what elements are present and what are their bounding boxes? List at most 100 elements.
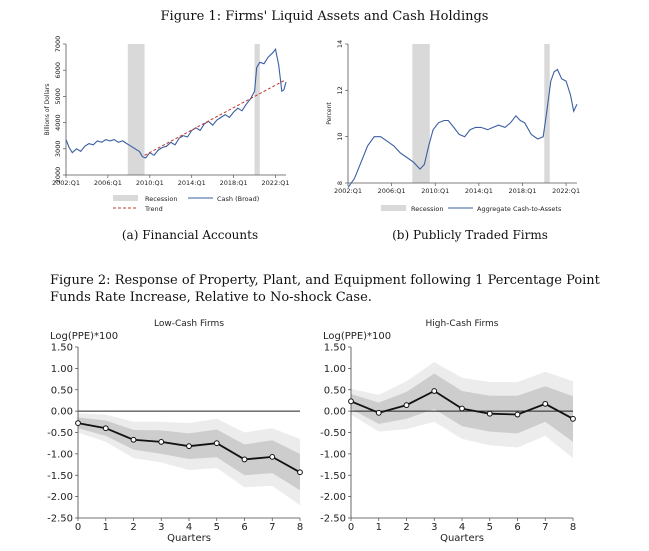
- y-axis-label: Log(PPE)*100: [50, 331, 118, 342]
- y-tick-label: 0.50: [51, 385, 73, 396]
- y-axis-label: Log(PPE)*100: [323, 331, 391, 342]
- legend-trend-label: Trend: [144, 205, 163, 213]
- response-point: [102, 425, 109, 432]
- y-tick-label: 10: [336, 133, 344, 141]
- response-point: [213, 440, 220, 447]
- response-point: [158, 439, 165, 445]
- trend-line: [144, 80, 285, 156]
- x-tick-label: 2022:Q1: [552, 187, 580, 195]
- fig2-low-chart: 1.50 1.00 0.50 0.00 -0.50 -1.00 -1.50 -2.00 -2.5…: [47, 319, 303, 544]
- y-tick-label: 14: [336, 40, 344, 48]
- y-tick-label: 1.00: [324, 364, 346, 375]
- response-point: [542, 400, 549, 407]
- panel-title: Low-Cash Firms: [154, 319, 224, 329]
- x-tick-label: 4: [186, 522, 192, 533]
- x-tick-label: 3: [158, 522, 164, 533]
- response-point: [375, 409, 382, 416]
- figure1a-caption: (a) Financial Accounts: [121, 228, 259, 242]
- y-tick-label: 8: [336, 181, 344, 185]
- response-point: [75, 420, 81, 426]
- y-tick-label: 7000: [54, 36, 62, 53]
- response-point: [403, 402, 410, 409]
- y-tick-label: 2000: [54, 167, 62, 184]
- x-tick-label: 2018:Q1: [220, 179, 248, 187]
- x-tick-label: 2002:Q1: [334, 187, 362, 195]
- x-tick-label: 2010:Q1: [421, 187, 449, 195]
- x-tick-label: 2006:Q1: [378, 187, 406, 195]
- y-tick-label: 5000: [54, 88, 62, 105]
- y-tick-label: 3000: [54, 141, 62, 158]
- y-tick-label: 1.50: [324, 343, 346, 354]
- x-tick-label: 2: [130, 522, 136, 533]
- response-point: [459, 405, 465, 412]
- x-tick-label: 3: [431, 522, 437, 533]
- x-tick-label: 2010:Q1: [136, 179, 164, 187]
- y-tick-label: -1.50: [47, 471, 73, 482]
- y-tick-label: 0.50: [324, 385, 346, 396]
- response-point: [269, 453, 276, 460]
- y-tick-label: 4000: [54, 114, 62, 131]
- y-tick-label: -2.50: [47, 514, 73, 525]
- response-point: [486, 410, 493, 417]
- legend-recession-label: Recession: [411, 205, 443, 213]
- x-tick-label: 2: [403, 522, 409, 533]
- y-tick-label: 1.50: [51, 343, 73, 354]
- x-tick-label: 2018:Q1: [508, 187, 536, 195]
- y-axis-label: Billions of Dollars: [44, 84, 51, 136]
- panel-title: High-Cash Firms: [425, 319, 498, 329]
- x-tick-label: 0: [75, 522, 81, 533]
- y-tick-label: -2.50: [320, 514, 346, 525]
- response-point: [186, 443, 192, 450]
- response-point: [514, 411, 521, 418]
- x-tick-label: 8: [297, 522, 303, 533]
- x-tick-label: 4: [459, 522, 465, 533]
- x-tick-label: 2006:Q1: [94, 179, 122, 187]
- y-tick-label: 12: [336, 86, 344, 94]
- x-tick-label: 2014:Q1: [465, 187, 493, 195]
- legend-recession-swatch: [381, 205, 406, 211]
- y-tick-label: -1.50: [320, 471, 346, 482]
- y-tick-label: -1.00: [320, 449, 346, 460]
- response-point: [130, 436, 137, 443]
- y-tick-label: -0.50: [320, 428, 346, 439]
- x-tick-label: 2014:Q1: [178, 179, 206, 187]
- y-tick-label: -2.00: [320, 492, 346, 503]
- series-line: [65, 47, 287, 159]
- y-tick-label: 6000: [54, 62, 62, 79]
- legend-recession-swatch: [113, 195, 138, 201]
- y-tick-label: 0.00: [324, 407, 346, 418]
- legend-cash-label: Cash (Broad): [217, 195, 259, 203]
- y-axis-label: Percent: [326, 102, 333, 125]
- response-point: [431, 388, 438, 394]
- fig2-high-chart: 1.50 1.00 0.50 0.00 -0.50 -1.00 -1.50 -2.00 -2.5…: [320, 319, 576, 544]
- x-tick-label: 5: [214, 522, 220, 533]
- legend-ratio-label: Aggregate Cash-to-Assets: [477, 205, 562, 213]
- x-tick-label: 6: [241, 522, 247, 533]
- response-point: [241, 456, 248, 463]
- legend-recession-label: Recession: [145, 195, 177, 203]
- figure1b-caption: (b) Publicly Traded Firms: [392, 228, 548, 242]
- inner-confidence-band: [78, 417, 300, 491]
- x-tick-label: 7: [542, 522, 548, 533]
- response-point: [297, 469, 303, 476]
- x-tick-label: 6: [514, 522, 520, 533]
- x-tick-label: 5: [487, 522, 493, 533]
- y-tick-label: 0.00: [51, 407, 73, 418]
- response-point: [348, 398, 354, 405]
- x-tick-label: 1: [103, 522, 109, 533]
- y-tick-label: -1.00: [47, 449, 73, 460]
- y-tick-label: -0.50: [47, 428, 73, 439]
- figure1-title: Figure 1: Firms' Liquid Assets and Cash …: [160, 9, 489, 24]
- x-axis-label: Quarters: [440, 533, 484, 544]
- recession-band: [254, 44, 260, 175]
- x-tick-label: 2002:Q1: [52, 179, 80, 187]
- fig1b-chart: 8 10 12 14 2002:Q1 2006:Q1 2010:Q1 2014:Q1 2018:…: [326, 40, 580, 213]
- response-point: [570, 415, 576, 422]
- x-tick-label: 8: [570, 522, 576, 533]
- fig1a-chart: 2000 3000 4000 5000 6000 7000 2002:Q1 2006:Q1 20…: [44, 36, 290, 213]
- x-tick-label: 1: [376, 522, 382, 533]
- y-tick-label: 1.00: [51, 364, 73, 375]
- recession-band: [412, 44, 430, 183]
- x-tick-label: 2022:Q1: [262, 179, 290, 187]
